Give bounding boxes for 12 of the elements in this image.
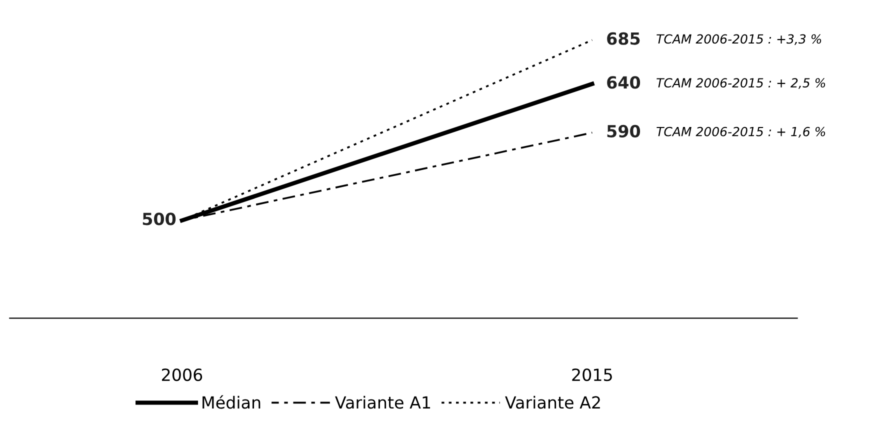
- legend-label: Variante A2: [505, 396, 600, 409]
- data-label: 685: [607, 32, 640, 45]
- annotation: TCAM 2006-2015 : +3,3 %: [656, 34, 822, 45]
- legend-label: Médian: [202, 395, 260, 409]
- x-tick-label: 2006: [162, 368, 202, 382]
- annotation: TCAM 2006-2015 : + 1,6 %: [656, 126, 826, 138]
- legend-label: Variante A1: [335, 396, 430, 409]
- data-label: 640: [607, 76, 640, 89]
- data-label: 590: [607, 124, 640, 138]
- annotation: TCAM 2006-2015 : + 2,5 %: [656, 78, 826, 89]
- data-label: 500: [142, 212, 176, 226]
- x-tick-label: 2015: [572, 368, 612, 382]
